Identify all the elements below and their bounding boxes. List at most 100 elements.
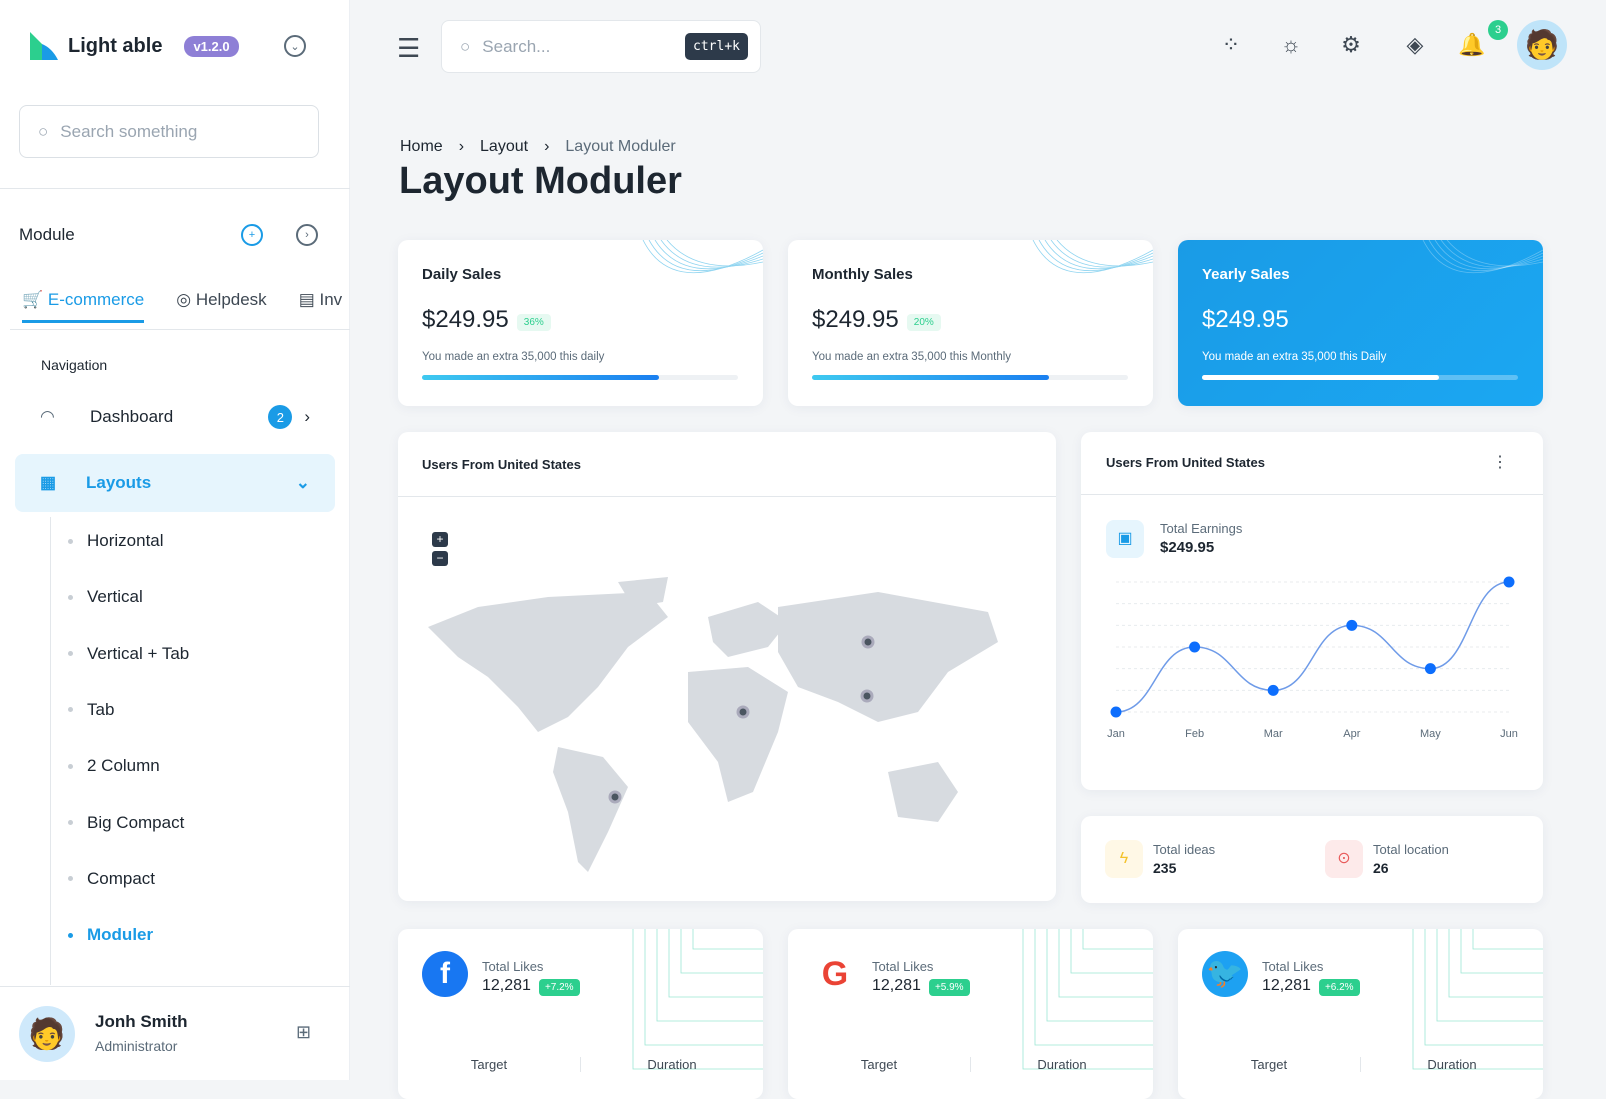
change-badge: +6.2% bbox=[1318, 979, 1360, 996]
map-marker bbox=[736, 705, 750, 719]
chevron-down-icon[interactable]: ⌄ bbox=[284, 35, 306, 57]
x-tick-label: May bbox=[1420, 728, 1441, 740]
tab-helpdesk[interactable]: ◎ Helpdesk bbox=[176, 290, 267, 309]
tab-ecommerce[interactable]: 🛒 E-commerce bbox=[22, 290, 145, 323]
bullet-icon bbox=[68, 538, 73, 544]
search-input[interactable]: ○ Search... ctrl+k bbox=[441, 20, 761, 73]
label: 2 Column bbox=[87, 756, 160, 776]
divider bbox=[0, 188, 350, 189]
sidebar-search-input[interactable]: ○ Search something bbox=[19, 105, 319, 158]
zoom-out-button[interactable]: − bbox=[432, 551, 448, 566]
user-menu-icon[interactable]: ⊞ bbox=[296, 1022, 312, 1042]
count-badge: 2 bbox=[268, 405, 293, 429]
sidebar-item-layouts[interactable]: ▦ Layouts ⌄ bbox=[15, 454, 335, 512]
bullet-icon bbox=[68, 820, 73, 825]
map-marker bbox=[860, 689, 874, 703]
card-title: Monthly Sales bbox=[812, 266, 913, 283]
sidebar-subitem[interactable]: Vertical bbox=[68, 587, 143, 607]
sales-card: Monthly Sales $249.95 20% You made an ext… bbox=[788, 240, 1153, 406]
card-title: Users From United States bbox=[1106, 455, 1265, 470]
data-point[interactable] bbox=[1267, 684, 1279, 696]
map-card: Users From United States + − bbox=[398, 432, 1056, 901]
x-tick-label: Mar bbox=[1264, 728, 1283, 740]
australia bbox=[888, 762, 958, 822]
world-map[interactable] bbox=[418, 572, 1018, 892]
progress-fill bbox=[812, 375, 1049, 380]
data-point[interactable] bbox=[1346, 619, 1358, 631]
social-card: G Total Likes 12,281 +5.9% Target Duration bbox=[788, 929, 1153, 1099]
percent-badge: 20% bbox=[906, 314, 941, 332]
decorative-lines bbox=[632, 929, 763, 1070]
zoom-in-button[interactable]: + bbox=[432, 532, 448, 547]
stat-label: Total ideas bbox=[1153, 842, 1216, 857]
gear-icon[interactable]: ⚙ bbox=[1341, 32, 1361, 57]
brand-name: Light able bbox=[68, 34, 163, 57]
sun-icon[interactable]: ☼ bbox=[1280, 32, 1302, 57]
tab-inv[interactable]: ▤ Inv bbox=[298, 290, 343, 309]
likes-label: Total Likes bbox=[1262, 959, 1324, 974]
data-point[interactable] bbox=[1424, 663, 1436, 675]
greenland bbox=[618, 577, 668, 607]
bullet-icon bbox=[68, 876, 73, 882]
earnings-card: Users From United States ⋮ ▣ Total Earni… bbox=[1081, 432, 1543, 790]
apps-icon[interactable]: ⁘ bbox=[1221, 32, 1241, 57]
search-icon: ○ bbox=[460, 36, 471, 56]
sidebar-subitem[interactable]: Vertical + Tab bbox=[68, 644, 189, 664]
add-module-icon[interactable]: + bbox=[241, 224, 263, 246]
brand[interactable]: Light able v1.2.0 bbox=[28, 30, 239, 62]
sidebar-subitem[interactable]: 2 Column bbox=[68, 756, 160, 776]
sidebar-subitem[interactable]: Big Compact bbox=[68, 813, 184, 833]
data-point[interactable] bbox=[1110, 706, 1122, 718]
bell-icon[interactable]: 🔔 bbox=[1458, 32, 1486, 57]
sidebar-subitem[interactable]: Compact bbox=[68, 869, 155, 889]
likes-value: 12,281 bbox=[1262, 977, 1311, 994]
target-label: Target bbox=[788, 1057, 971, 1072]
facebook-icon: f bbox=[422, 951, 468, 997]
stat-value: 26 bbox=[1373, 860, 1389, 876]
sidebar-subitem[interactable]: Horizontal bbox=[68, 531, 164, 551]
breadcrumb-home[interactable]: Home bbox=[400, 138, 443, 155]
x-tick-label: Apr bbox=[1343, 728, 1360, 740]
avatar[interactable]: 🧑 bbox=[1517, 20, 1567, 70]
chevron-right-icon: › bbox=[458, 138, 465, 155]
decorative-lines bbox=[1022, 929, 1153, 1070]
progress-bar bbox=[812, 375, 1128, 380]
africa bbox=[688, 667, 788, 802]
components-icon[interactable]: ◈ bbox=[1406, 32, 1424, 57]
change-badge: +7.2% bbox=[538, 979, 580, 996]
sales-note: You made an extra 35,000 this Monthly bbox=[812, 351, 1012, 363]
divider bbox=[398, 496, 1056, 497]
x-tick-label: Feb bbox=[1185, 728, 1204, 740]
menu-icon[interactable]: ☰ bbox=[397, 33, 421, 63]
sidebar-subitem[interactable]: Moduler bbox=[68, 925, 153, 945]
bullet-icon bbox=[68, 932, 73, 938]
avatar[interactable]: 🧑 bbox=[19, 1006, 75, 1062]
progress-bar bbox=[1202, 375, 1518, 380]
breadcrumb-layout[interactable]: Layout bbox=[480, 138, 529, 155]
progress-bar bbox=[422, 375, 738, 380]
data-point[interactable] bbox=[1503, 576, 1515, 588]
chevron-right-icon[interactable]: › bbox=[296, 224, 318, 246]
nav-section-label: Navigation bbox=[41, 357, 108, 373]
logo-icon bbox=[30, 32, 58, 60]
south-america bbox=[553, 747, 628, 872]
label: Vertical + Tab bbox=[87, 643, 190, 663]
divider bbox=[10, 329, 350, 330]
social-card: f Total Likes 12,281 +7.2% Target Duration bbox=[398, 929, 763, 1099]
sidebar-subitem[interactable]: Tab bbox=[68, 700, 114, 720]
search-placeholder: Search... bbox=[482, 36, 551, 56]
duration-label: Duration bbox=[1037, 1057, 1087, 1072]
user-name: Jonh Smith bbox=[95, 1012, 188, 1031]
data-point[interactable] bbox=[1189, 641, 1201, 653]
decorative-waves bbox=[1032, 240, 1153, 274]
map-marker bbox=[608, 790, 622, 804]
sidebar-item-dashboard[interactable]: ◠ Dashboard 2 › bbox=[40, 405, 310, 429]
progress-fill bbox=[422, 375, 659, 380]
card-title: Yearly Sales bbox=[1202, 266, 1290, 283]
decorative-waves bbox=[1422, 240, 1543, 274]
sales-amount: $249.95 bbox=[1202, 306, 1289, 333]
decorative-lines bbox=[1412, 929, 1543, 1070]
label: Tab bbox=[87, 699, 115, 719]
more-vertical-icon[interactable]: ⋮ bbox=[1492, 454, 1508, 471]
page-title: Layout Moduler bbox=[399, 160, 682, 202]
